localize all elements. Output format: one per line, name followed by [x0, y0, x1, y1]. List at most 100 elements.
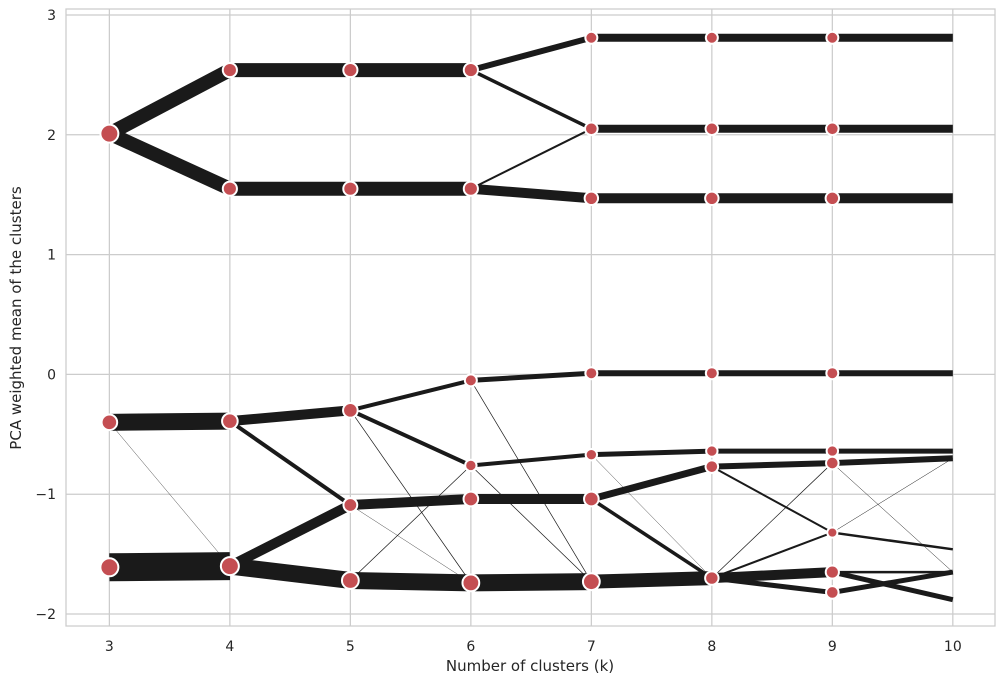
x-tick-label: 10: [944, 639, 962, 655]
cluster-node: [704, 30, 719, 45]
cluster-node: [704, 459, 720, 474]
cluster-edge: [350, 494, 472, 510]
cluster-node: [221, 412, 239, 430]
cluster-node: [704, 121, 720, 137]
cluster-node: [462, 180, 479, 197]
cluster-node: [342, 180, 359, 197]
cluster-edge: [711, 462, 833, 579]
cluster-edge: [350, 465, 472, 581]
cluster-edge: [349, 378, 472, 413]
y-tick-label: 0: [47, 367, 56, 383]
cluster-edge: [831, 569, 954, 595]
x-tick-label: 6: [466, 639, 475, 655]
nodes: [99, 30, 841, 600]
x-tick-label: 4: [225, 639, 234, 655]
x-axis-ticks: 3 4 5 6 7 8 9 10: [105, 639, 962, 655]
cluster-edge: [228, 557, 352, 589]
cluster-node: [100, 413, 119, 432]
edges: [106, 33, 954, 603]
cluster-edge: [350, 410, 472, 584]
y-axis-ticks: −2 −1 0 1 2 3: [35, 8, 56, 623]
cluster-node: [463, 373, 478, 388]
cluster-edge: [711, 465, 833, 534]
plot-frame: [65, 8, 996, 627]
cluster-edge: [711, 567, 833, 584]
cluster-node: [219, 556, 240, 577]
cluster-edge: [350, 504, 471, 584]
cluster-edge: [106, 127, 233, 196]
cluster-node: [99, 123, 120, 144]
cluster-edge: [109, 422, 231, 567]
cluster-edge: [227, 500, 353, 571]
cluster-node: [704, 570, 720, 586]
cluster-node: [825, 444, 840, 458]
cluster-node: [826, 526, 839, 539]
cluster-edge: [470, 68, 593, 131]
cluster-edge: [711, 460, 833, 470]
cluster-edge: [470, 465, 592, 582]
cluster-node: [705, 444, 719, 458]
cluster-edge: [591, 454, 712, 579]
cluster-edge: [350, 571, 472, 592]
cluster-node: [825, 455, 840, 471]
cluster-node: [825, 585, 840, 600]
cluster-edge: [832, 462, 953, 573]
cluster-edge: [591, 448, 712, 458]
cluster-edge: [711, 531, 833, 580]
cluster-node: [583, 190, 600, 207]
y-axis-label: PCA weighted mean of the clusters: [7, 186, 25, 450]
cluster-node: [340, 571, 360, 590]
cluster-edge: [591, 571, 713, 589]
cluster-node: [342, 402, 359, 419]
cluster-node: [221, 62, 238, 79]
cluster-node: [342, 62, 359, 79]
cluster-node: [825, 366, 840, 381]
cluster-edge: [106, 63, 234, 140]
cluster-edge: [711, 575, 833, 595]
cluster-edge: [470, 452, 592, 468]
y-tick-label: 2: [47, 128, 56, 144]
x-tick-label: 3: [105, 639, 114, 655]
cluster-edge: [229, 405, 351, 427]
cluster-edge: [228, 419, 352, 507]
x-tick-label: 9: [828, 639, 837, 655]
y-tick-label: −2: [35, 607, 56, 623]
cluster-node: [583, 490, 600, 508]
cluster-edge: [470, 573, 592, 592]
cluster-edge: [109, 552, 231, 582]
x-axis-label: Number of clusters (k): [446, 657, 614, 675]
cluster-edge: [470, 34, 593, 73]
plot-area-background: [66, 9, 995, 626]
x-tick-label: 7: [587, 639, 596, 655]
cluster-node: [342, 497, 359, 513]
y-tick-label: 1: [47, 248, 56, 264]
cluster-node: [824, 190, 841, 207]
cluster-node: [99, 557, 120, 578]
cluster-edge: [470, 183, 592, 204]
cluster-edge: [349, 408, 472, 468]
grid: [66, 9, 995, 626]
x-tick-label: 5: [346, 639, 355, 655]
cluster-edge: [470, 127, 592, 190]
cluster-edge: [832, 531, 953, 551]
cluster-node: [704, 190, 720, 207]
cluster-node: [462, 490, 480, 508]
cluster-node: [584, 121, 599, 137]
cluster-edge: [832, 455, 953, 467]
cluster-node: [581, 572, 601, 592]
cluster-edge: [832, 458, 953, 533]
cluster-edge: [109, 412, 230, 431]
cluster-edge: [590, 463, 713, 503]
cluster-node: [462, 62, 479, 79]
cluster-edge: [590, 497, 713, 580]
cluster-node: [461, 573, 481, 593]
cluster-node: [704, 366, 719, 381]
cluster-edge: [470, 370, 592, 383]
cluster-node: [825, 121, 840, 137]
y-tick-label: 3: [47, 8, 56, 24]
cluster-edge: [831, 569, 954, 603]
y-tick-label: −1: [35, 487, 56, 503]
cluster-node: [464, 458, 478, 473]
cluster-node: [221, 180, 238, 197]
cluster-node: [584, 366, 599, 381]
